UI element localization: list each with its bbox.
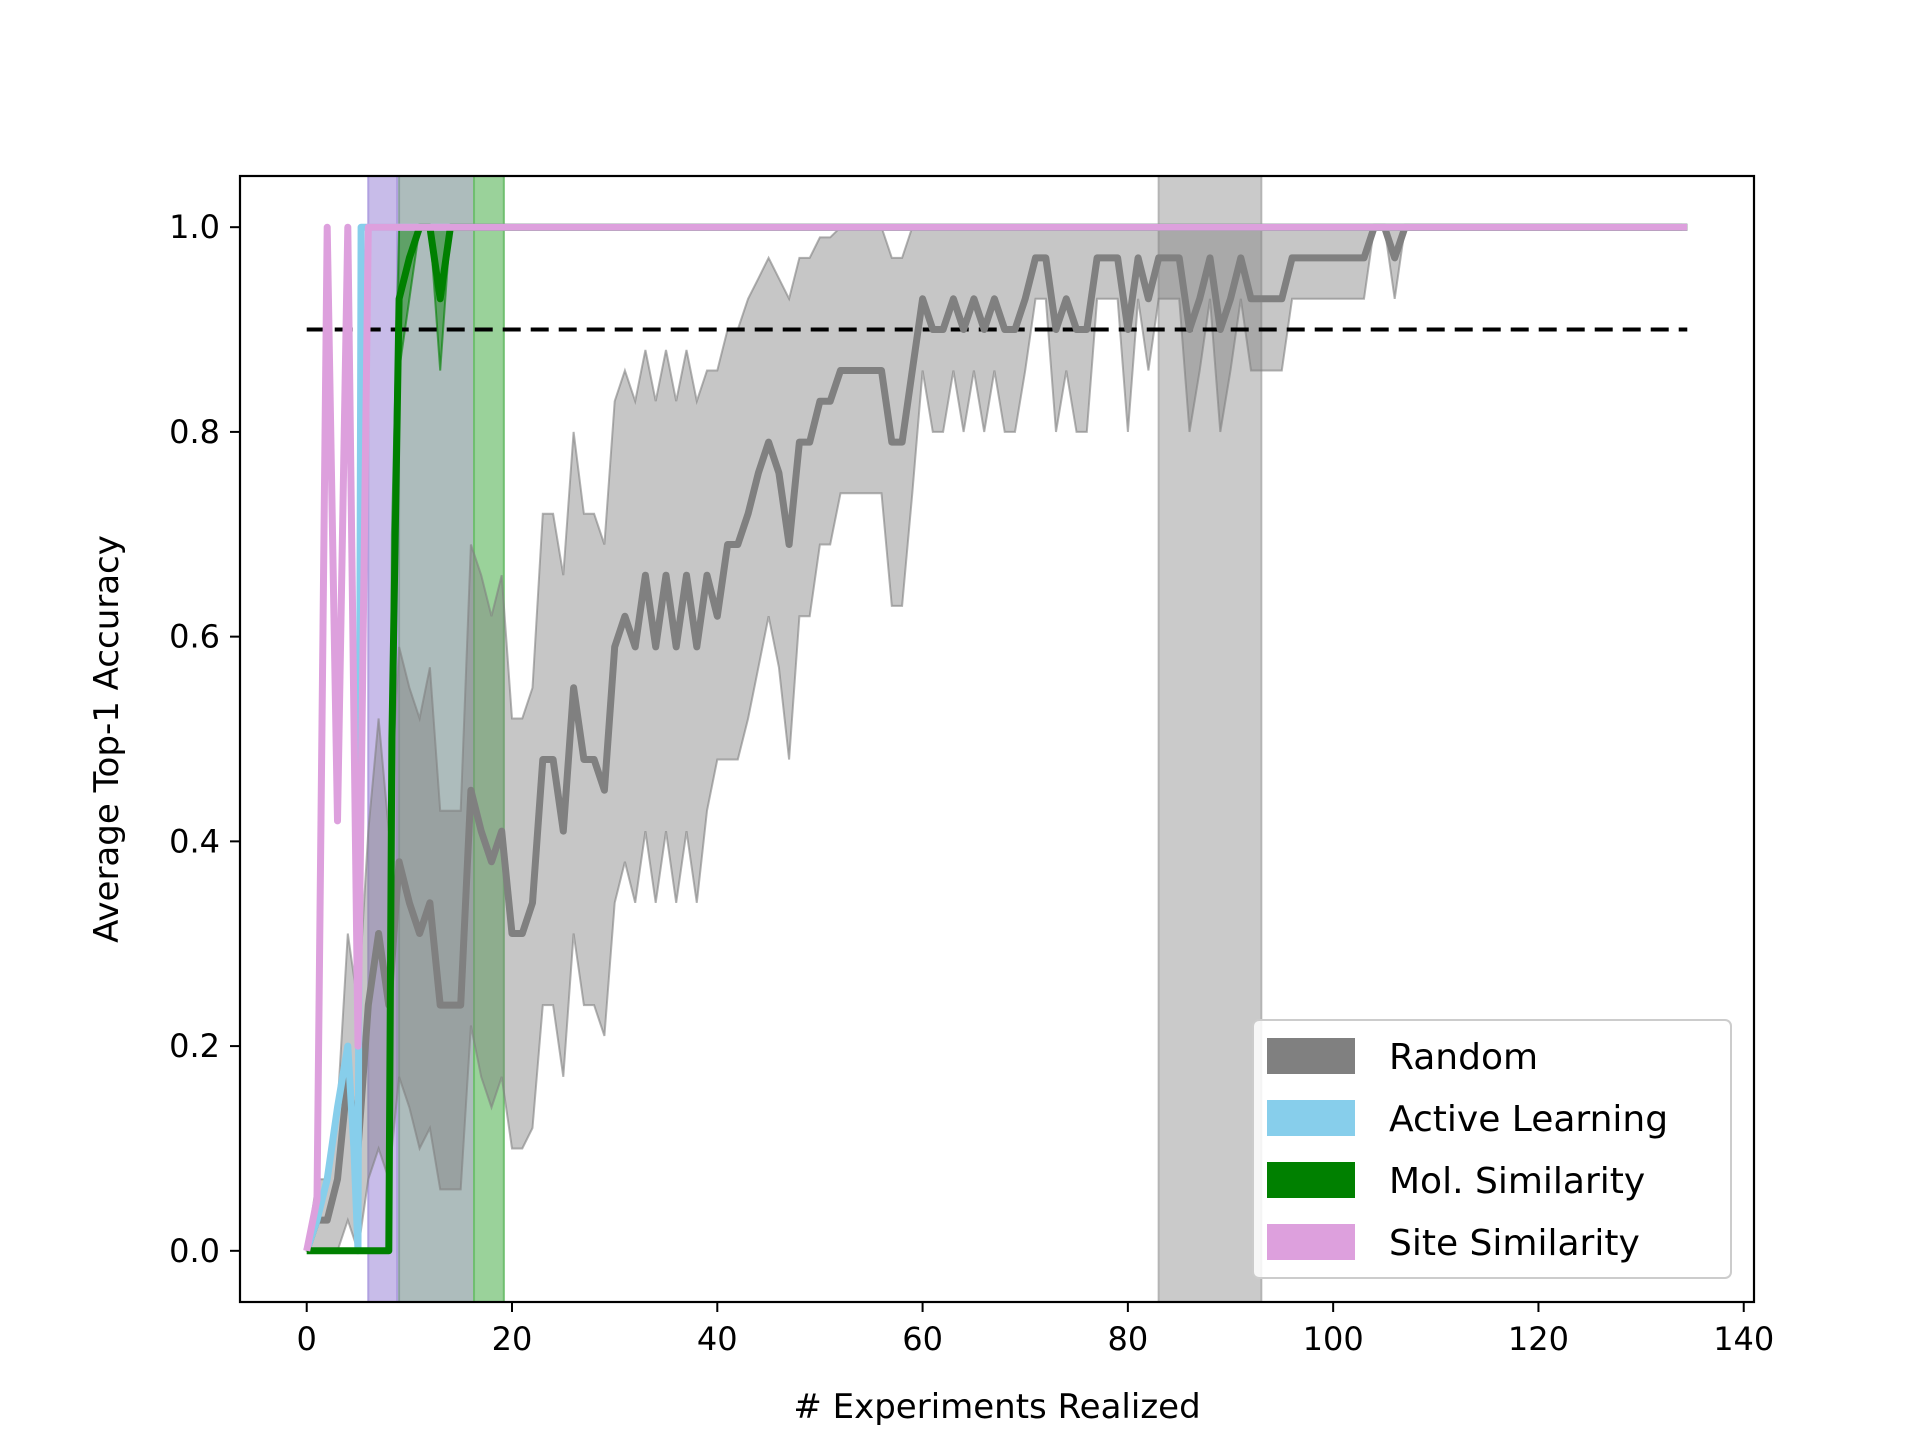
x-tick-label-100: 100 — [1303, 1320, 1364, 1358]
x-tick-label-40: 40 — [697, 1320, 738, 1358]
legend-swatch-random — [1267, 1038, 1355, 1074]
legend: Random Active Learning Mol. Similarity Site… — [1252, 1019, 1732, 1279]
mol-similarity-line — [306, 223, 1688, 1255]
y-axis: 0.0 0.2 0.4 0.6 0.8 1.0 — [169, 208, 240, 1270]
legend-box — [1252, 1019, 1732, 1279]
x-tick-label-140: 140 — [1713, 1320, 1774, 1358]
x-tick-label-0: 0 — [297, 1320, 317, 1358]
legend-label-mol-similarity: Mol. Similarity — [1389, 1161, 1645, 1202]
x-tick-label-60: 60 — [902, 1320, 943, 1358]
x-tick-label-20: 20 — [492, 1320, 533, 1358]
site-similarity-line — [303, 223, 1688, 1252]
x-tick-label-80: 80 — [1108, 1320, 1149, 1358]
legend-label-random: Random — [1389, 1037, 1538, 1078]
y-tick-label-1: 0.2 — [169, 1027, 220, 1065]
random-band — [305, 226, 1683, 1252]
x-axis: 0 20 40 60 80 100 120 140 — [297, 1302, 1774, 1358]
legend-label-site-similarity: Site Similarity — [1389, 1223, 1640, 1264]
y-tick-label-5: 1.0 — [169, 208, 220, 246]
y-tick-label-2: 0.4 — [169, 822, 220, 860]
y-tick-label-4: 0.8 — [169, 413, 220, 451]
y-tick-label-0: 0.0 — [169, 1232, 220, 1270]
highlight-span-3 — [1157, 176, 1263, 1302]
x-tick-label-120: 120 — [1508, 1320, 1569, 1358]
y-tick-label-3: 0.6 — [169, 618, 220, 656]
legend-swatch-site-similarity — [1267, 1224, 1355, 1260]
x-axis-title: # Experiments Realized — [793, 1387, 1200, 1427]
highlight-spans — [367, 176, 1263, 1302]
y-axis-title: Average Top-1 Accuracy — [87, 535, 127, 943]
legend-swatch-mol-similarity — [1267, 1162, 1355, 1198]
legend-swatch-active-learning — [1267, 1100, 1355, 1136]
plot-frame — [238, 174, 1756, 1304]
highlight-span-2 — [473, 176, 505, 1302]
series-lines — [303, 223, 1688, 1255]
legend-label-active-learning: Active Learning — [1389, 1099, 1668, 1140]
